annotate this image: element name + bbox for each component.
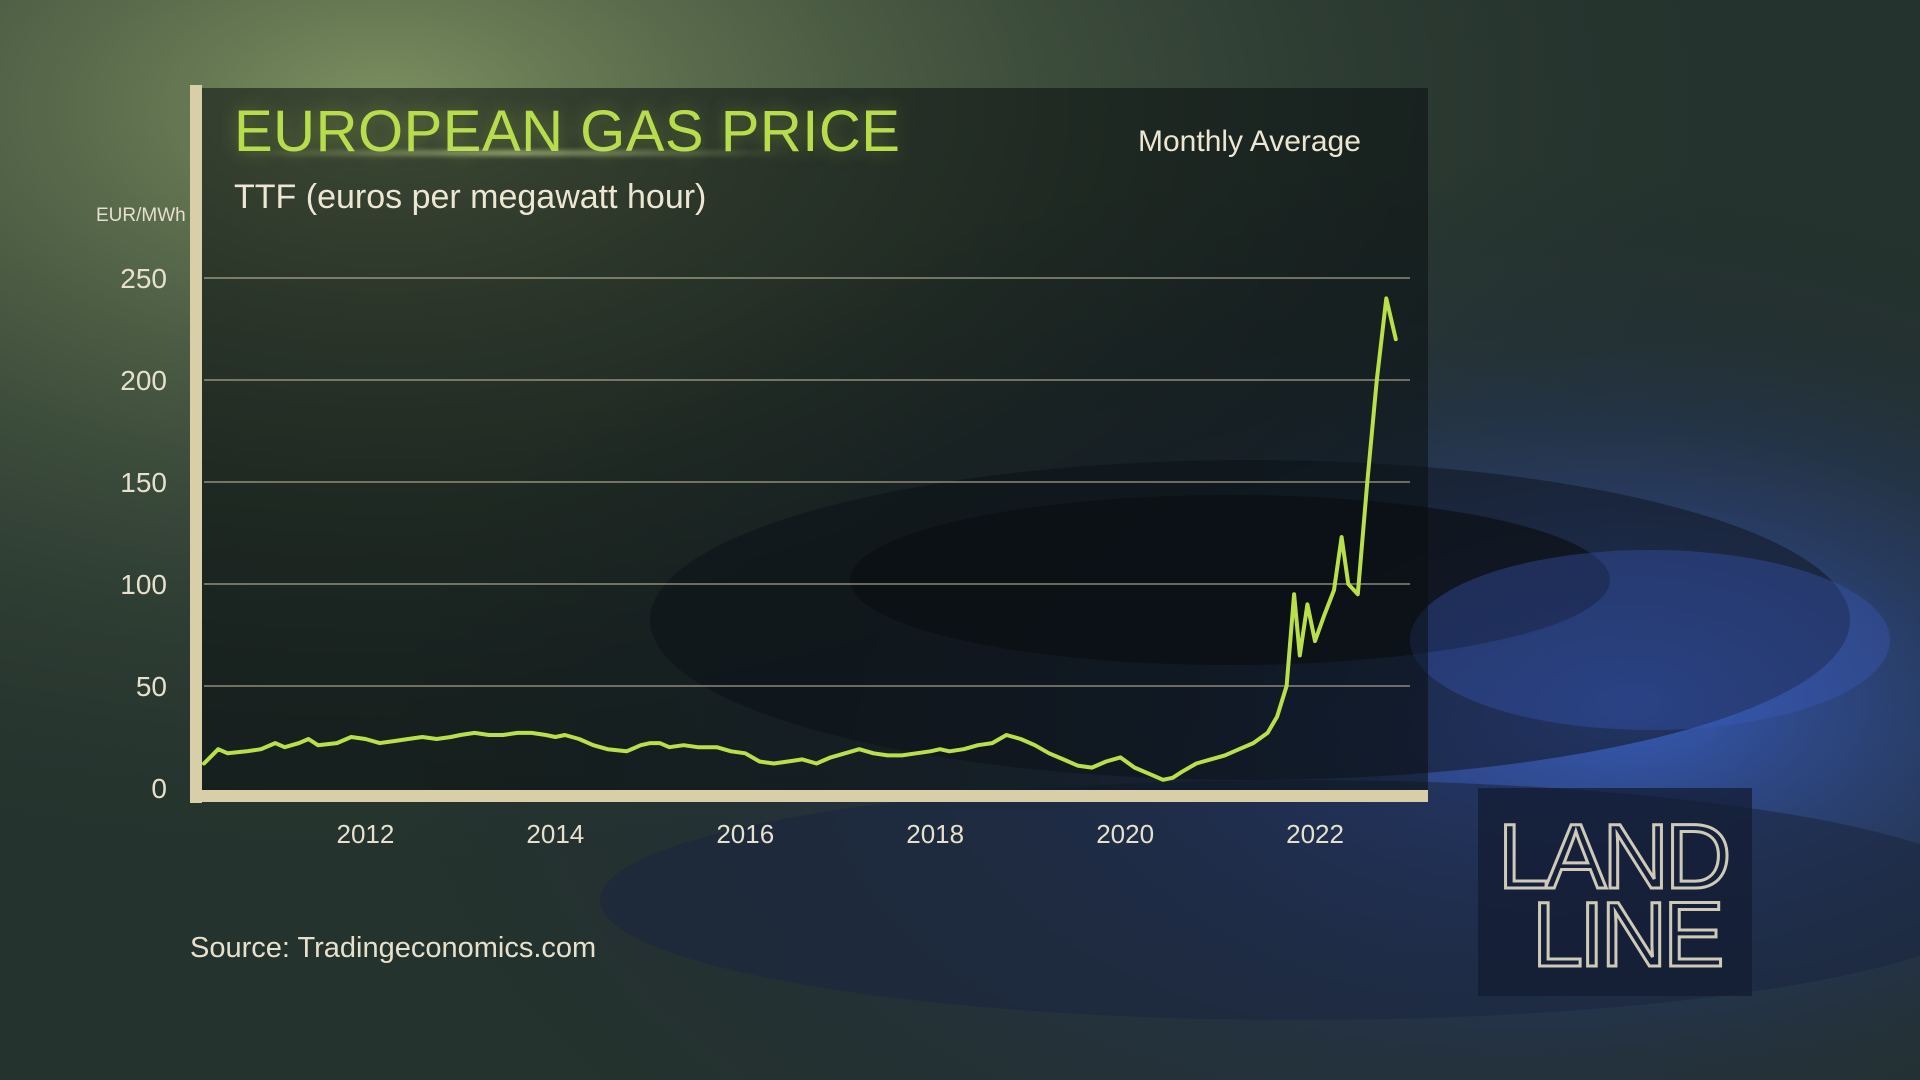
x-tick-label: 2018 (906, 819, 964, 849)
y-axis-unit-label: EUR/MWh (96, 205, 186, 226)
y-axis-rule (190, 85, 202, 803)
landline-logo: LAND LINE (1478, 788, 1752, 996)
logo-line-2: LINE (1532, 884, 1721, 986)
x-tick-label: 2016 (716, 819, 774, 849)
chart-panel (190, 88, 1428, 792)
source-credit: Source: Tradingeconomics.com (190, 932, 597, 964)
x-tick-label: 2022 (1286, 819, 1344, 849)
y-tick-label: 200 (120, 365, 167, 396)
y-tick-label: 50 (136, 671, 167, 702)
chart-subtitle: TTF (euros per megawatt hour) (234, 178, 707, 216)
logo-line-1: LAND (1498, 806, 1728, 908)
y-tick-label: 250 (120, 263, 167, 294)
y-tick-label: 150 (120, 467, 167, 498)
title-glow (232, 150, 792, 156)
monthly-average-note: Monthly Average (1138, 125, 1361, 158)
y-tick-label: 100 (120, 569, 167, 600)
y-tick-label: 0 (151, 773, 167, 804)
x-axis-rule (190, 790, 1428, 802)
x-tick-label: 2014 (526, 819, 584, 849)
x-tick-label: 2020 (1096, 819, 1154, 849)
series-line (202, 296, 1398, 782)
x-tick-label: 2012 (337, 819, 395, 849)
